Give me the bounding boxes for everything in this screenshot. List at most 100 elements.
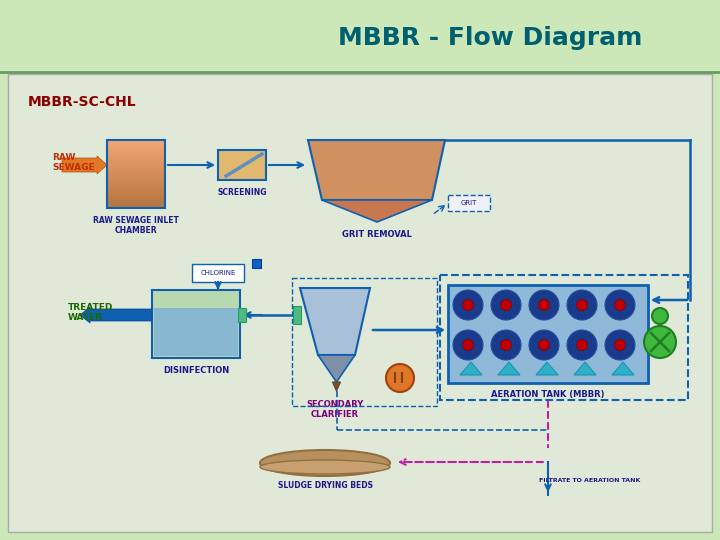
Ellipse shape [260,450,390,476]
Bar [107,140,165,208]
Bar [107,206,165,207]
Bar [107,146,165,147]
Circle shape [500,300,511,310]
Bar [238,308,246,322]
Text: AERATION TANK (MBBR): AERATION TANK (MBBR) [491,390,605,399]
Bar [292,278,437,406]
Text: CHLORINE: CHLORINE [200,270,235,276]
Bar [107,158,165,159]
Bar [107,153,165,154]
Bar [293,306,301,324]
Bar [107,200,165,201]
Circle shape [491,330,521,360]
Bar [107,141,165,142]
Bar [107,165,165,166]
Circle shape [577,300,588,310]
Bar [107,182,165,183]
Bar [107,171,165,172]
Bar [107,179,165,180]
Circle shape [567,330,597,360]
Bar [440,275,688,400]
Bar [107,157,165,158]
Circle shape [605,330,635,360]
Text: RAW SEWAGE INLET
CHAMBER: RAW SEWAGE INLET CHAMBER [93,216,179,235]
Bar [107,160,165,161]
Bar [107,201,165,202]
Bar [107,166,165,167]
Bar [107,163,165,164]
Bar [154,308,238,356]
Polygon shape [498,362,520,375]
Circle shape [500,340,511,350]
Text: RAW
SEWAGE: RAW SEWAGE [52,153,94,172]
Polygon shape [300,288,370,355]
Bar [8,74,712,532]
Text: SLUDGE DRYING BEDS: SLUDGE DRYING BEDS [277,481,372,490]
Bar [107,159,165,160]
Bar [107,189,165,190]
Bar [0,0,720,72]
Text: GRIT REMOVAL: GRIT REMOVAL [342,230,412,239]
Bar [107,174,165,175]
Circle shape [462,340,474,350]
Bar [448,195,490,211]
Bar [107,207,165,208]
Bar [107,191,165,192]
Circle shape [539,340,549,350]
Bar [107,161,165,162]
Bar [107,185,165,186]
Bar [107,143,165,144]
Bar [218,150,266,180]
Bar [107,193,165,194]
Bar [107,204,165,205]
Polygon shape [612,362,634,375]
Bar [107,192,165,193]
Bar [107,151,165,152]
Text: SECONDARY
CLARIFIER: SECONDARY CLARIFIER [307,400,364,420]
Circle shape [453,330,483,360]
Bar [107,196,165,197]
Bar [107,144,165,145]
Bar [152,290,240,358]
Text: GRIT: GRIT [461,200,477,206]
Bar [107,152,165,153]
Polygon shape [460,362,482,375]
Circle shape [491,290,521,320]
Bar [107,202,165,203]
Text: MBBR-SC-CHL: MBBR-SC-CHL [28,95,137,109]
Bar [107,187,165,188]
Circle shape [386,364,414,392]
Bar [107,170,165,171]
FancyArrow shape [62,156,107,174]
Text: SCREENING: SCREENING [217,188,266,197]
Bar [107,199,165,200]
Bar [107,180,165,181]
Bar [107,198,165,199]
Bar [107,164,165,165]
Bar [107,186,165,187]
Circle shape [453,290,483,320]
Bar [107,184,165,185]
Bar [252,259,261,268]
Polygon shape [322,200,432,222]
Bar [107,167,165,168]
Bar [107,197,165,198]
Bar [107,150,165,151]
Circle shape [605,290,635,320]
Circle shape [529,290,559,320]
Circle shape [614,300,626,310]
Bar [107,175,165,176]
Bar [107,168,165,169]
Text: DISINFECTION: DISINFECTION [163,366,229,375]
Text: TREATED
WATER: TREATED WATER [68,303,113,322]
Bar [107,154,165,155]
Polygon shape [536,362,558,375]
Bar [107,147,165,148]
Circle shape [462,300,474,310]
Polygon shape [308,140,445,200]
Polygon shape [574,362,596,375]
Bar [107,142,165,143]
Bar [448,285,648,383]
Bar [107,173,165,174]
Bar [107,178,165,179]
